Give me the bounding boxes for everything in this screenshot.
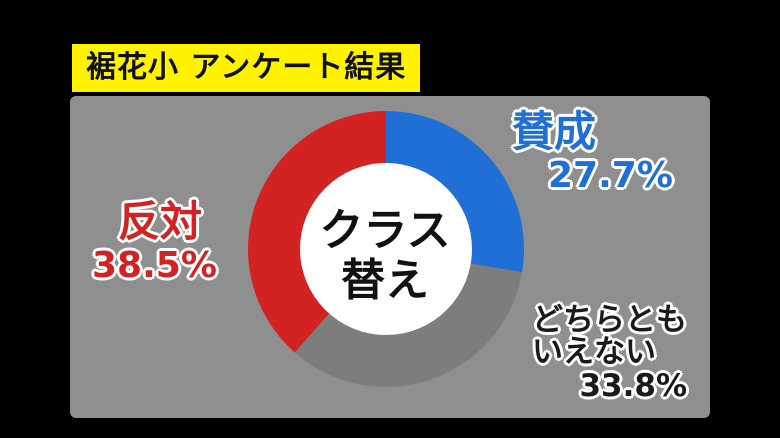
label-neutral-name-line2: いえない bbox=[532, 334, 656, 370]
label-agree: 賛成 27.7% bbox=[512, 108, 673, 196]
label-agree-name: 賛成 bbox=[512, 107, 597, 156]
center-label-line2: 替え bbox=[341, 255, 429, 306]
donut-hole bbox=[300, 163, 472, 335]
label-oppose: 反対 38.5% bbox=[92, 198, 217, 286]
label-neutral: どちらとも いえない 33.8% bbox=[532, 304, 687, 404]
label-oppose-name: 反対 bbox=[118, 197, 203, 246]
label-oppose-value: 38.5% bbox=[92, 245, 217, 286]
label-neutral-value: 33.8% bbox=[579, 368, 687, 404]
center-label-line1: クラス bbox=[319, 205, 451, 256]
donut-center-label: クラス 替え bbox=[300, 206, 470, 306]
label-neutral-name-line1: どちらとも bbox=[532, 302, 687, 338]
chart-title: 裾花小 アンケート結果 bbox=[72, 44, 421, 92]
label-agree-value: 27.7% bbox=[548, 155, 673, 196]
